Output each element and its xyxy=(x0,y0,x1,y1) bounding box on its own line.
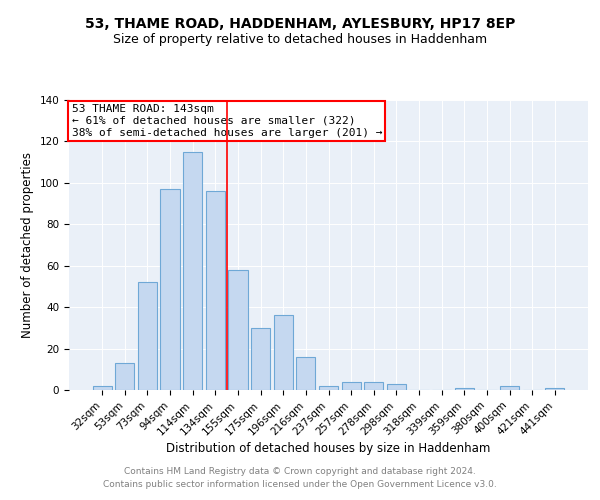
Text: 53 THAME ROAD: 143sqm
← 61% of detached houses are smaller (322)
38% of semi-det: 53 THAME ROAD: 143sqm ← 61% of detached … xyxy=(71,104,382,138)
Text: Contains public sector information licensed under the Open Government Licence v3: Contains public sector information licen… xyxy=(103,480,497,489)
Bar xyxy=(364,382,383,390)
Text: 53, THAME ROAD, HADDENHAM, AYLESBURY, HP17 8EP: 53, THAME ROAD, HADDENHAM, AYLESBURY, HP… xyxy=(85,18,515,32)
Bar xyxy=(229,270,248,390)
Text: Contains HM Land Registry data © Crown copyright and database right 2024.: Contains HM Land Registry data © Crown c… xyxy=(124,467,476,476)
Bar xyxy=(296,357,316,390)
Bar xyxy=(500,386,519,390)
Bar xyxy=(92,386,112,390)
Text: Size of property relative to detached houses in Haddenham: Size of property relative to detached ho… xyxy=(113,32,487,46)
Bar xyxy=(387,384,406,390)
Bar xyxy=(274,316,293,390)
Bar xyxy=(183,152,202,390)
Bar xyxy=(341,382,361,390)
Bar xyxy=(206,191,225,390)
Bar xyxy=(455,388,474,390)
Bar xyxy=(319,386,338,390)
Y-axis label: Number of detached properties: Number of detached properties xyxy=(21,152,34,338)
Bar xyxy=(545,388,565,390)
X-axis label: Distribution of detached houses by size in Haddenham: Distribution of detached houses by size … xyxy=(166,442,491,455)
Bar xyxy=(251,328,270,390)
Bar xyxy=(160,189,180,390)
Bar xyxy=(115,363,134,390)
Bar xyxy=(138,282,157,390)
